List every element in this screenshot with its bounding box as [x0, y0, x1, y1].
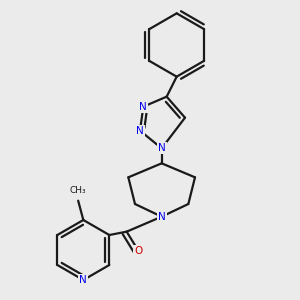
Text: O: O	[134, 246, 142, 256]
Text: N: N	[158, 212, 166, 222]
Text: N: N	[140, 102, 147, 112]
Text: N: N	[136, 126, 144, 136]
Text: N: N	[80, 275, 87, 285]
Text: N: N	[158, 143, 166, 153]
Text: CH₃: CH₃	[70, 186, 86, 195]
